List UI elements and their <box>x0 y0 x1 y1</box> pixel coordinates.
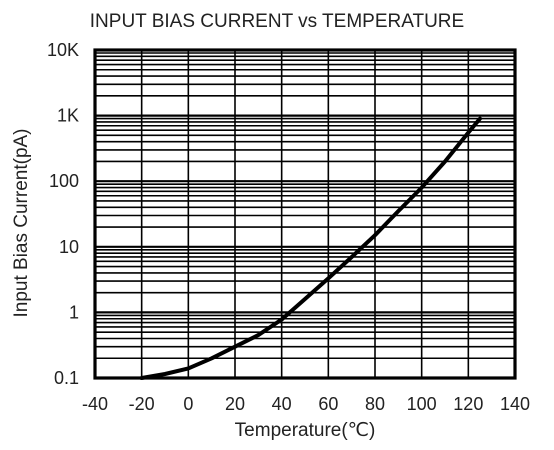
y-axis-label: Input Bias Current(pA) <box>11 128 32 318</box>
x-tick-label: 80 <box>365 394 385 414</box>
x-tick-label: 0 <box>183 394 193 414</box>
x-axis-label: Temperature(℃) <box>234 420 376 441</box>
x-tick-label: 40 <box>272 394 292 414</box>
y-tick-label: 1 <box>69 302 79 322</box>
plot-border <box>93 48 517 380</box>
y-tick-label: 10 <box>59 237 79 257</box>
y-tick-label: 0.1 <box>54 368 79 388</box>
y-tick-label: 10K <box>47 40 79 60</box>
x-tick-label: -40 <box>82 394 108 414</box>
x-tick-label: 20 <box>225 394 245 414</box>
chart-title: INPUT BIAS CURRENT vs TEMPERATURE <box>89 11 465 32</box>
x-tick-label: 140 <box>500 394 530 414</box>
x-tick-label: 60 <box>318 394 338 414</box>
x-tick-label: 100 <box>407 394 437 414</box>
y-tick-label: 100 <box>49 171 79 191</box>
x-tick-label: 120 <box>453 394 483 414</box>
x-tick-label: -20 <box>129 394 155 414</box>
y-tick-label: 1K <box>57 106 79 126</box>
series-line <box>139 116 482 380</box>
